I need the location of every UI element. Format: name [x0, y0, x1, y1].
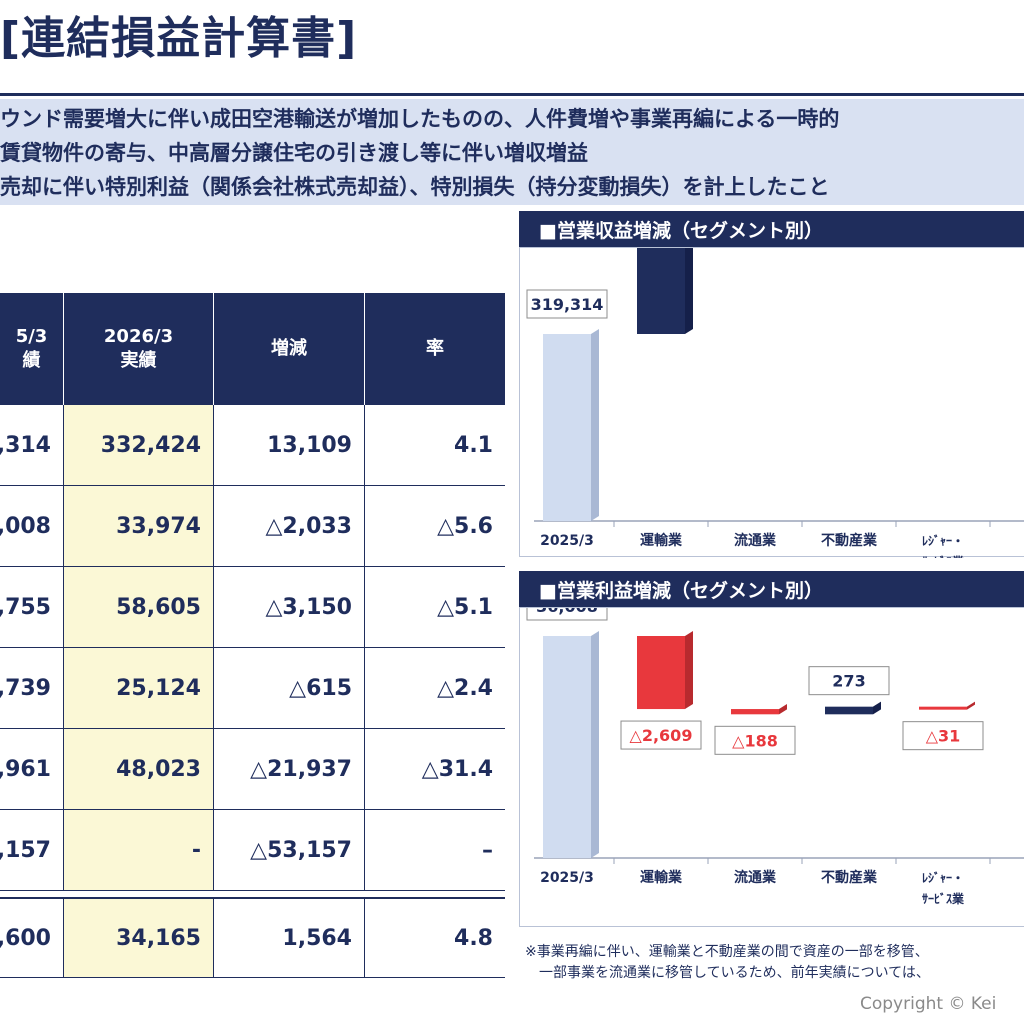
- data-label-box: [526, 289, 608, 319]
- data-label-box: [808, 666, 890, 696]
- rate-cell: △5.6: [437, 513, 493, 539]
- data-label: 273: [832, 672, 865, 691]
- header-rate: 率: [365, 293, 505, 405]
- current-year-cell: 25,124: [64, 648, 214, 728]
- change-cell: 1,564: [214, 899, 365, 977]
- category-label: 不動産業: [821, 532, 878, 549]
- data-label: 36,008: [536, 608, 598, 616]
- bar-side: [967, 701, 975, 710]
- base-bar: [543, 334, 591, 521]
- category-label: 2025/3: [540, 870, 594, 886]
- prior-year-cell: 9,314: [0, 405, 64, 485]
- profit-chart-title: ■営業利益増減（セグメント別）: [519, 571, 1024, 607]
- summary-box: ウンド需要増大に伴い成田空港輸送が増加したものの、人件費増や事業再編による一時的…: [0, 99, 1024, 205]
- data-label: 319,314: [531, 295, 604, 314]
- revenue-waterfall-chart: 319,3142025/38,408運輸業1,378流通業2,941不動産業63…: [526, 146, 1024, 569]
- copyright: Copyright © Kei: [860, 994, 997, 1014]
- data-label: △188: [732, 731, 778, 750]
- decrease-bar: [731, 709, 779, 715]
- rate-cell: –: [482, 837, 493, 863]
- header-current-year: 2026/3 実績: [64, 293, 214, 405]
- bar-side: [873, 701, 881, 715]
- prior-year-cell: 1,755: [0, 567, 64, 647]
- current-year-cell: 58,605: [64, 567, 214, 647]
- profit-waterfall-chart: 36,008 2025/3 △2,609 運輸業 △188 流通業 273 不動産業 △31 ﾚｼ…: [526, 591, 1024, 906]
- data-label-box: [902, 721, 984, 751]
- change-cell: 13,109: [214, 405, 365, 485]
- rate-cell: 4.1: [454, 432, 493, 458]
- current-year-cell: 33,974: [64, 486, 214, 566]
- category-label: 不動産業: [821, 869, 878, 886]
- category-label: ﾚｼﾞｬｰ・: [922, 533, 964, 548]
- change-cell: △2,033: [214, 486, 365, 566]
- bar-side: [591, 631, 599, 858]
- footnote-line: ※事業再編に伴い、運輸業と不動産業の間で資産の一部を移管、: [525, 944, 929, 960]
- footnote: ※事業再編に伴い、運輸業と不動産業の間で資産の一部を移管、 一部事業を流通業に移…: [525, 942, 930, 984]
- change-cell: △615: [214, 648, 365, 728]
- bar-side: [591, 329, 599, 521]
- footnote-line: 一部事業を流通業に移管しているため、前年実績については、: [525, 965, 930, 981]
- category-label: 運輸業: [640, 869, 683, 886]
- summary-line: ウンド需要増大に伴い成田空港輸送が増加したものの、人件費増や事業再編による一時的: [0, 107, 840, 131]
- current-year-cell: 34,165: [64, 899, 214, 977]
- category-label: 2025/3: [540, 533, 594, 549]
- prior-year-cell: 2,600: [0, 899, 64, 977]
- base-bar: [543, 636, 591, 858]
- change-cell: △21,937: [214, 729, 365, 809]
- current-year-cell: 332,424: [64, 405, 214, 485]
- bar-side: [779, 704, 787, 715]
- decrease-bar: [919, 706, 967, 710]
- category-label: ｻｰﾋﾞｽ業: [922, 554, 965, 558]
- prior-year-cell: 6,008: [0, 486, 64, 566]
- bar-side: [685, 239, 693, 334]
- increase-bar: [825, 706, 873, 715]
- header-prior-year: 5/3 績: [0, 293, 64, 405]
- decrease-bar: [637, 636, 685, 710]
- category-label: ｻｰﾋﾞｽ業: [922, 891, 965, 906]
- revenue-chart-title: ■営業収益増減（セグメント別）: [519, 211, 1024, 247]
- page-title: [連結損益計算書]: [0, 13, 358, 64]
- prior-year-cell: 9,961: [0, 729, 64, 809]
- category-label: 流通業: [734, 869, 777, 886]
- category-label: ﾚｼﾞｬｰ・: [922, 870, 964, 885]
- data-label: △2,609: [630, 726, 693, 745]
- change-cell: △3,150: [214, 567, 365, 647]
- table-row: 3,157-△53,157 –: [0, 810, 505, 891]
- bar-side: [685, 631, 693, 710]
- header-change: 増減: [214, 293, 365, 405]
- increase-bar: [637, 244, 685, 334]
- rate-cell: △2.4: [437, 675, 493, 701]
- category-label: 流通業: [734, 532, 777, 549]
- prior-year-cell: 5,739: [0, 648, 64, 728]
- current-year-cell: -: [64, 810, 214, 890]
- current-year-cell: 48,023: [64, 729, 214, 809]
- rate-cell: △5.1: [437, 594, 493, 620]
- category-label: 運輸業: [640, 532, 683, 549]
- title-divider: [0, 93, 1024, 96]
- change-cell: △53,157: [214, 810, 365, 890]
- rate-cell: 4.8: [454, 925, 493, 951]
- data-label-box: [620, 720, 702, 750]
- rate-cell: △31.4: [421, 756, 493, 782]
- data-label-box: [714, 725, 796, 755]
- prior-year-cell: 3,157: [0, 810, 64, 890]
- summary-line: 賃貸物件の寄与、中高層分譲住宅の引き渡し等に伴い増収増益: [0, 141, 588, 165]
- summary-line: 売却に伴い特別利益（関係会社株式売却益）、特別損失（持分変動損失）を計上したこと: [0, 175, 830, 199]
- data-label: △31: [926, 727, 961, 746]
